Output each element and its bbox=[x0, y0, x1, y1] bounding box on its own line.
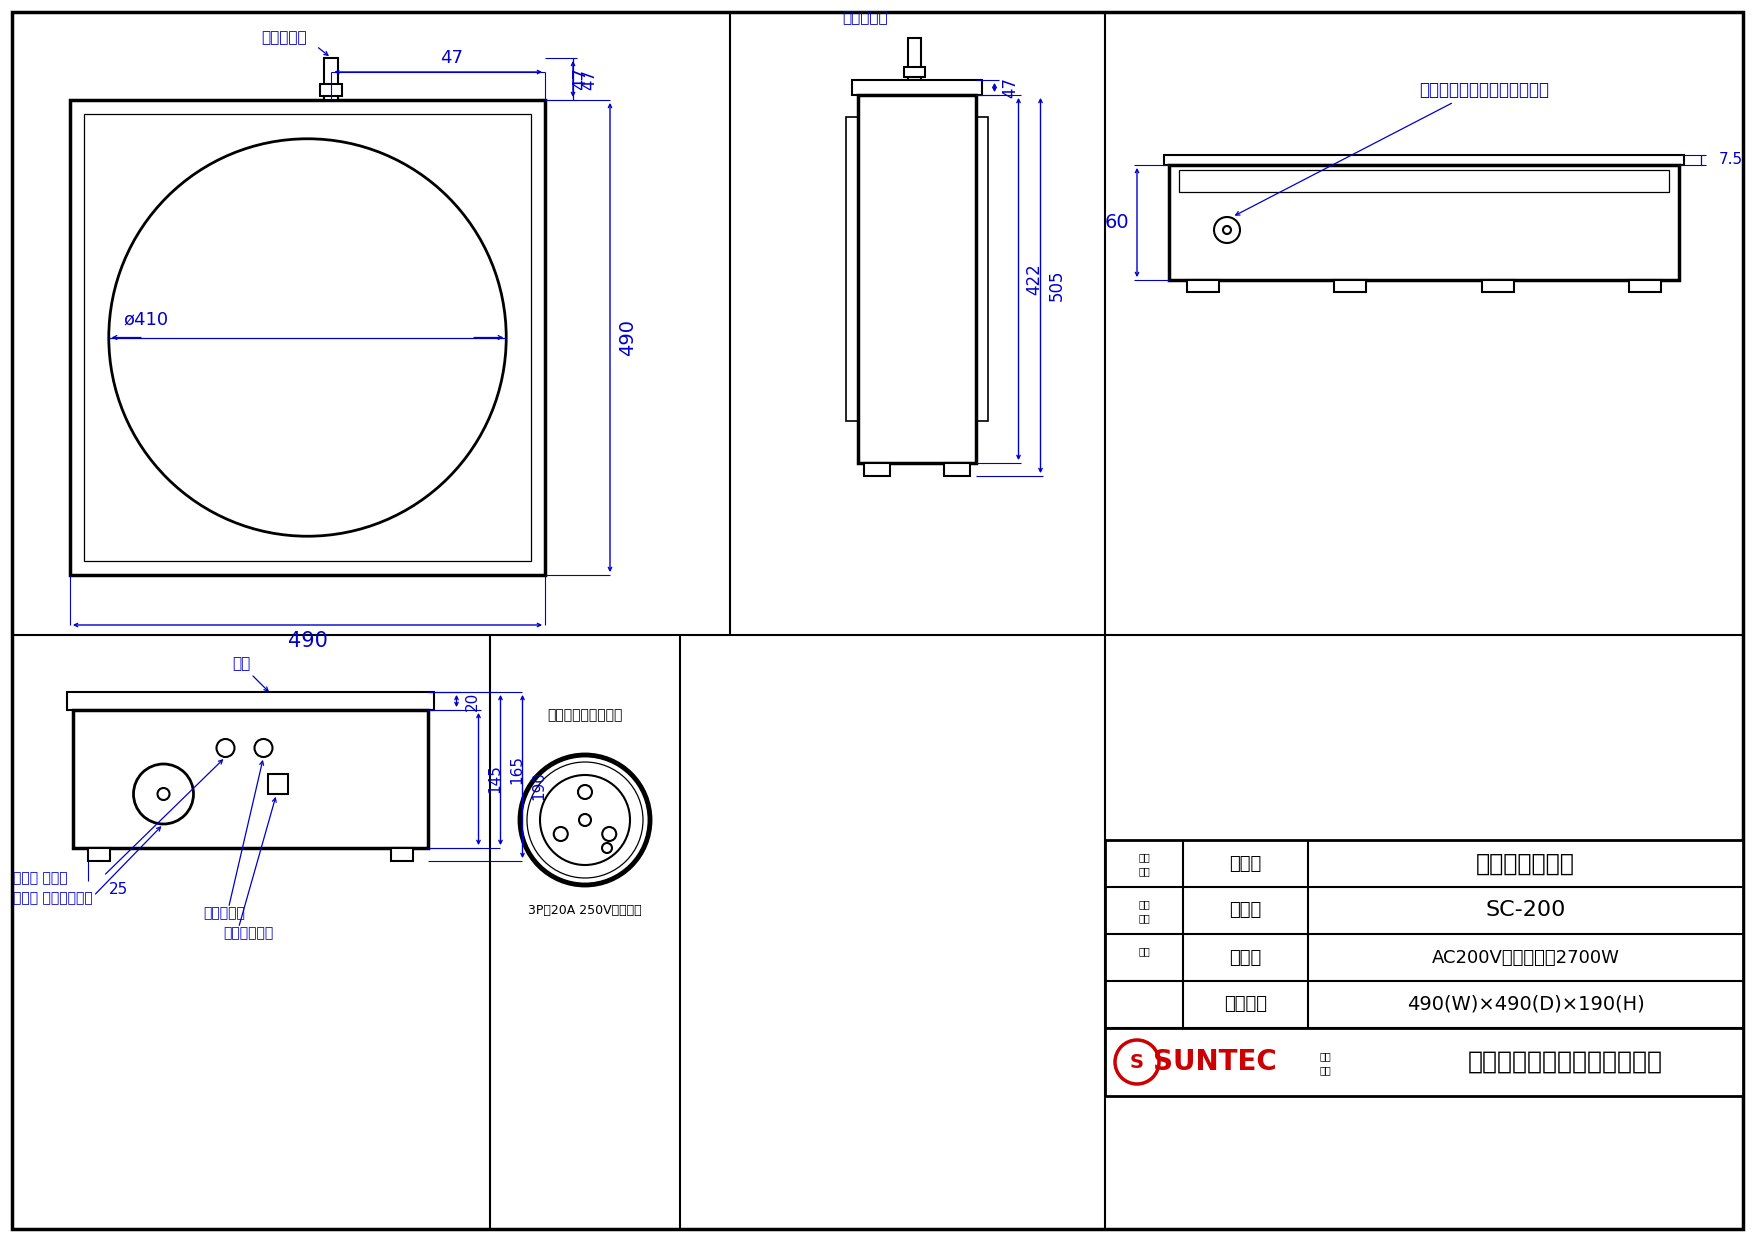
Bar bbox=[391, 848, 414, 861]
Text: 3P　20A 250V　引掛式: 3P 20A 250V 引掛式 bbox=[528, 903, 642, 917]
Text: 47: 47 bbox=[1002, 77, 1020, 98]
Text: 505: 505 bbox=[1048, 269, 1065, 302]
Text: 承認: 承認 bbox=[1139, 947, 1150, 957]
Bar bbox=[74, 710, 428, 848]
Bar bbox=[1481, 280, 1513, 292]
Text: 25: 25 bbox=[109, 881, 128, 896]
Bar bbox=[84, 114, 532, 561]
Text: 電源コード: 電源コード bbox=[261, 31, 307, 46]
Bar bbox=[846, 117, 858, 421]
Text: AC200V（単相）　2700W: AC200V（単相） 2700W bbox=[1432, 948, 1620, 967]
Text: 190: 190 bbox=[532, 771, 546, 800]
Text: 7.5: 7.5 bbox=[1718, 153, 1743, 168]
Text: サンテックコーポレーション: サンテックコーポレーション bbox=[1467, 1050, 1662, 1073]
Text: 電源コード: 電源コード bbox=[842, 10, 888, 26]
Bar bbox=[269, 774, 288, 794]
Bar bbox=[907, 38, 921, 79]
Text: サーモ コントロール: サーモ コントロール bbox=[14, 891, 93, 905]
Text: 熱盤: 熱盤 bbox=[232, 656, 251, 671]
Bar bbox=[858, 96, 976, 463]
Text: クレープシェフ: クレープシェフ bbox=[1476, 851, 1574, 875]
Bar bbox=[325, 58, 339, 101]
Text: 165: 165 bbox=[509, 756, 525, 784]
Text: 電源スイッチ: 電源スイッチ bbox=[223, 926, 274, 939]
Bar bbox=[1334, 280, 1367, 292]
Text: 47: 47 bbox=[579, 68, 598, 89]
Text: 設計: 設計 bbox=[1139, 866, 1150, 876]
Text: SC-200: SC-200 bbox=[1485, 901, 1565, 921]
Bar bbox=[67, 692, 435, 710]
Text: ø410: ø410 bbox=[125, 310, 168, 329]
Bar bbox=[853, 79, 983, 96]
Bar bbox=[1629, 280, 1660, 292]
Bar bbox=[1164, 155, 1685, 165]
Text: 製品名: 製品名 bbox=[1228, 855, 1262, 872]
Bar bbox=[1106, 840, 1743, 1028]
Bar bbox=[865, 463, 890, 477]
Text: 47: 47 bbox=[570, 67, 590, 91]
Text: 区域: 区域 bbox=[1139, 913, 1150, 923]
Text: 490: 490 bbox=[618, 319, 637, 356]
Text: 株式: 株式 bbox=[1320, 1051, 1330, 1061]
Text: 会社: 会社 bbox=[1320, 1065, 1330, 1075]
Text: SUNTEC: SUNTEC bbox=[1153, 1047, 1278, 1076]
Bar bbox=[944, 463, 971, 477]
Text: 外形寸法: 外形寸法 bbox=[1223, 995, 1267, 1014]
Text: S: S bbox=[1130, 1052, 1144, 1071]
Text: 仕　様: 仕 様 bbox=[1228, 948, 1262, 967]
Text: 422: 422 bbox=[1025, 263, 1044, 295]
Bar bbox=[1179, 170, 1669, 192]
Text: 60: 60 bbox=[1104, 213, 1128, 232]
Text: 490: 490 bbox=[288, 630, 328, 652]
Text: 縮尺: 縮尺 bbox=[1139, 853, 1150, 862]
Bar bbox=[1169, 165, 1680, 280]
Bar bbox=[88, 848, 111, 861]
Text: 145: 145 bbox=[486, 764, 502, 793]
Text: 適合コンセント形状: 適合コンセント形状 bbox=[548, 709, 623, 722]
Text: 製図: 製図 bbox=[1139, 900, 1150, 910]
Bar bbox=[1186, 280, 1220, 292]
Text: 電源ランプ: 電源ランプ bbox=[204, 906, 246, 920]
Text: 電源コード出口（本体背面）: 電源コード出口（本体背面） bbox=[1420, 81, 1550, 99]
Bar bbox=[904, 67, 925, 77]
Bar bbox=[70, 101, 546, 575]
Text: 490(W)×490(D)×190(H): 490(W)×490(D)×190(H) bbox=[1406, 995, 1644, 1014]
Bar bbox=[319, 84, 342, 96]
Text: サーモ ランプ: サーモ ランプ bbox=[14, 871, 68, 885]
Bar bbox=[1106, 1028, 1743, 1096]
Bar bbox=[976, 117, 988, 421]
Text: 47: 47 bbox=[439, 48, 463, 67]
Text: 20: 20 bbox=[465, 691, 481, 711]
Text: 型　式: 型 式 bbox=[1228, 901, 1262, 920]
